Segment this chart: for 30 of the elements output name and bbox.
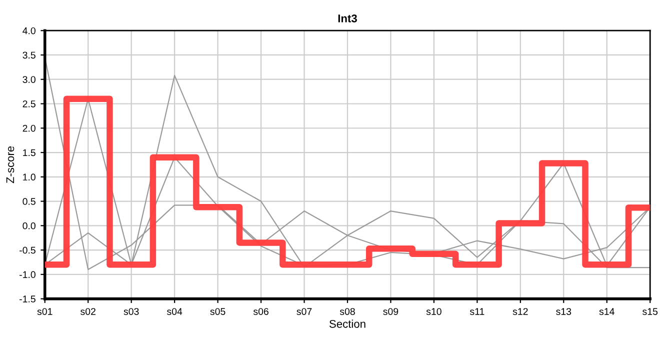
x-tick-label: s09 [383, 308, 398, 315]
x-tick-label: s05 [210, 308, 226, 315]
chart-title: Int3 [338, 14, 357, 22]
x-tick-label: s06 [253, 308, 268, 315]
y-tick-label: 2.0 [22, 124, 36, 132]
y-tick-label: 1.5 [23, 149, 36, 156]
y-tick-label: 2.5 [22, 100, 36, 108]
x-tick-label: s13 [556, 308, 572, 315]
y-tick-label: 4.0 [22, 27, 36, 34]
x-tick-label: s01 [37, 308, 52, 315]
y-tick-label: 3.5 [22, 52, 36, 59]
x-tick-label: s03 [124, 308, 139, 315]
x-tick-label: s02 [80, 308, 96, 315]
y-tick-label: 0.5 [22, 198, 36, 205]
x-tick-label: s08 [340, 308, 355, 315]
y-axis-title: Z-score [6, 146, 14, 184]
y-tick-label: -1.0 [20, 271, 36, 278]
y-tick-label: -0.5 [20, 246, 36, 254]
x-tick-label: s14 [599, 308, 614, 315]
x-tick-label: s12 [512, 308, 528, 315]
y-tick-label: 0.0 [22, 222, 36, 230]
y-tick-label: 1.0 [23, 174, 36, 181]
x-tick-label: s11 [470, 308, 484, 315]
x-tick-label: s10 [426, 308, 442, 315]
x-tick-label: s07 [296, 308, 312, 315]
y-tick-label: 3.0 [22, 76, 36, 83]
x-tick-label: s04 [167, 308, 182, 315]
x-axis-title: Section [329, 320, 366, 328]
y-tick-label: -1.5 [20, 296, 36, 302]
x-tick-label: s15 [642, 308, 658, 315]
